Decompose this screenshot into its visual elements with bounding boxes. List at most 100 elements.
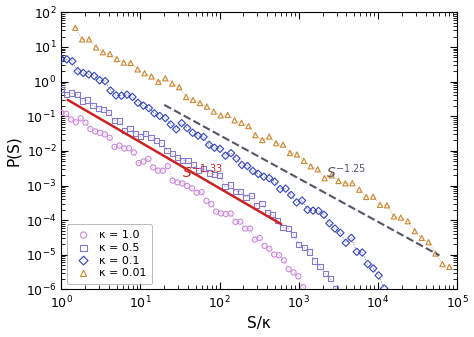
κ = 0.1 [271,179,279,184]
κ = 1.0 [256,235,264,241]
κ = 0.1 [337,230,344,236]
κ = 0.1 [189,130,196,135]
κ = 0.01 [348,181,356,186]
κ = 0.1 [347,235,355,241]
κ = 0.01 [120,60,128,65]
κ = 1.0 [63,111,70,117]
κ = 0.01 [78,37,86,42]
κ = 0.1 [265,176,273,181]
κ = 0.01 [189,97,197,103]
κ = 0.5 [158,140,165,146]
κ = 0.01 [314,166,321,172]
κ = 0.01 [238,120,246,125]
κ = 0.1 [112,93,120,98]
κ = 0.1 [222,153,229,158]
κ = 1.0 [111,144,118,150]
κ = 0.1 [80,70,87,75]
κ = 1.0 [179,181,186,186]
κ = 0.01 [231,118,238,123]
κ = 0.5 [337,300,345,306]
κ = 0.01 [335,178,342,184]
κ = 0.1 [331,226,339,231]
κ = 0.5 [274,218,282,223]
κ = 1.0 [106,135,113,141]
κ = 0.5 [247,193,255,198]
κ = 0.5 [184,158,192,163]
κ = 0.5 [126,126,134,131]
κ = 0.1 [216,146,224,152]
κ = 0.01 [203,104,210,109]
κ = 0.5 [68,90,76,96]
κ = 0.01 [252,132,259,138]
κ = 1.0 [159,168,167,174]
κ = 0.5 [163,147,171,153]
κ = 0.5 [94,106,102,111]
κ = 0.1 [151,111,158,116]
κ = 0.5 [237,189,245,194]
κ = 0.01 [432,251,439,256]
Y-axis label: P(S): P(S) [6,135,20,166]
κ = 0.01 [92,45,100,50]
κ = 0.1 [244,163,251,169]
κ = 0.5 [73,91,81,97]
κ = 1.0 [149,165,157,170]
κ = 0.1 [57,56,65,62]
κ = 0.01 [356,187,363,192]
κ = 0.1 [227,150,235,156]
κ = 0.1 [140,103,147,108]
κ = 0.5 [258,201,266,206]
κ = 0.5 [227,182,234,188]
κ = 0.5 [221,184,229,189]
κ = 0.01 [245,123,252,129]
κ = 1.0 [261,243,268,249]
κ = 1.0 [198,189,205,195]
κ = 0.1 [282,186,290,191]
κ = 0.5 [205,170,213,176]
κ = 0.5 [89,103,97,108]
κ = 0.5 [179,157,187,163]
κ = 1.0 [314,308,321,314]
κ = 0.5 [216,173,223,178]
κ = 0.5 [142,131,150,136]
κ = 0.01 [273,141,280,146]
κ = 0.1 [276,186,284,192]
κ = 0.5 [190,162,197,167]
κ = 0.1 [315,208,322,214]
κ = 0.1 [107,88,114,93]
κ = 0.5 [100,107,107,113]
κ = 0.1 [304,207,311,213]
κ = 1.0 [72,120,80,125]
κ = 0.01 [438,262,446,267]
κ = 1.0 [227,211,235,216]
κ = 0.1 [380,286,388,291]
κ = 0.1 [249,168,256,174]
κ = 0.1 [320,212,328,217]
κ = 1.0 [290,270,297,275]
X-axis label: S/κ: S/κ [247,316,271,332]
κ = 1.0 [91,129,99,134]
κ = 0.01 [217,113,225,118]
κ = 1.0 [77,116,84,121]
κ = 1.0 [135,160,143,166]
κ = 0.5 [63,92,71,97]
κ = 0.01 [141,70,148,76]
κ = 0.1 [85,72,92,77]
κ = 0.01 [425,240,432,245]
κ = 1.0 [217,211,225,216]
κ = 0.5 [242,194,250,200]
κ = 0.1 [260,174,267,179]
κ = 0.1 [101,79,109,84]
κ = 0.1 [167,122,174,127]
κ = 0.5 [168,151,176,156]
κ = 1.0 [82,120,89,125]
κ = 0.01 [383,203,391,208]
κ = 0.1 [287,192,295,198]
κ = 0.01 [210,109,218,114]
κ = 0.01 [155,79,162,85]
κ = 0.1 [145,105,153,111]
κ = 0.1 [211,145,219,150]
κ = 0.1 [326,221,333,226]
κ = 0.1 [238,162,246,168]
κ = 0.01 [390,214,398,219]
κ = 0.5 [57,87,65,92]
